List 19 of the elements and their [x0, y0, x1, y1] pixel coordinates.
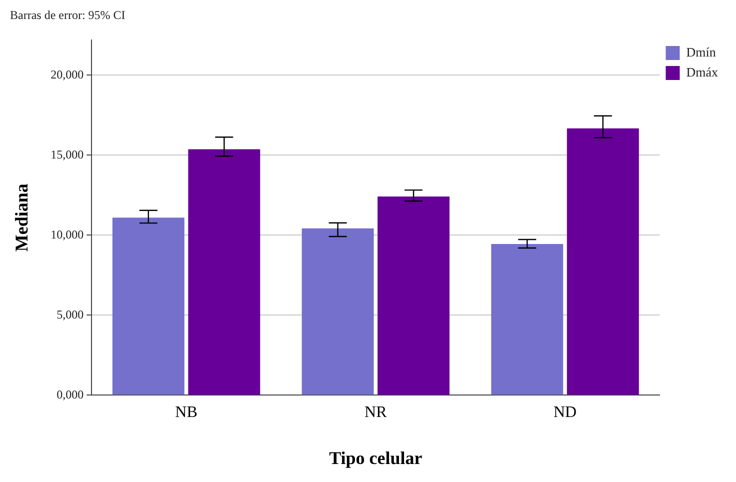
x-tick-label: NB: [175, 404, 198, 422]
y-tick-label: 15,000: [50, 147, 84, 162]
x-tick-label: NR: [364, 404, 388, 422]
legend-label: Dmáx: [686, 64, 718, 80]
bar: [378, 196, 450, 395]
y-tick-label: 20,000: [50, 67, 84, 82]
bar: [491, 244, 564, 395]
y-tick-label: 0,000: [56, 387, 84, 402]
bar: [112, 218, 184, 395]
x-tick-label: ND: [553, 404, 577, 422]
y-tick-label: 10,000: [50, 227, 84, 242]
bar: [302, 228, 374, 395]
legend-label: Dmín: [686, 44, 716, 60]
x-axis-title: Tipo celular: [329, 448, 422, 468]
bar: [188, 149, 260, 395]
bar: [566, 128, 639, 395]
y-axis-title: Mediana: [11, 184, 32, 252]
y-tick-label: 5,000: [56, 307, 84, 322]
text: Barras de error: 95% CI: [10, 8, 126, 22]
